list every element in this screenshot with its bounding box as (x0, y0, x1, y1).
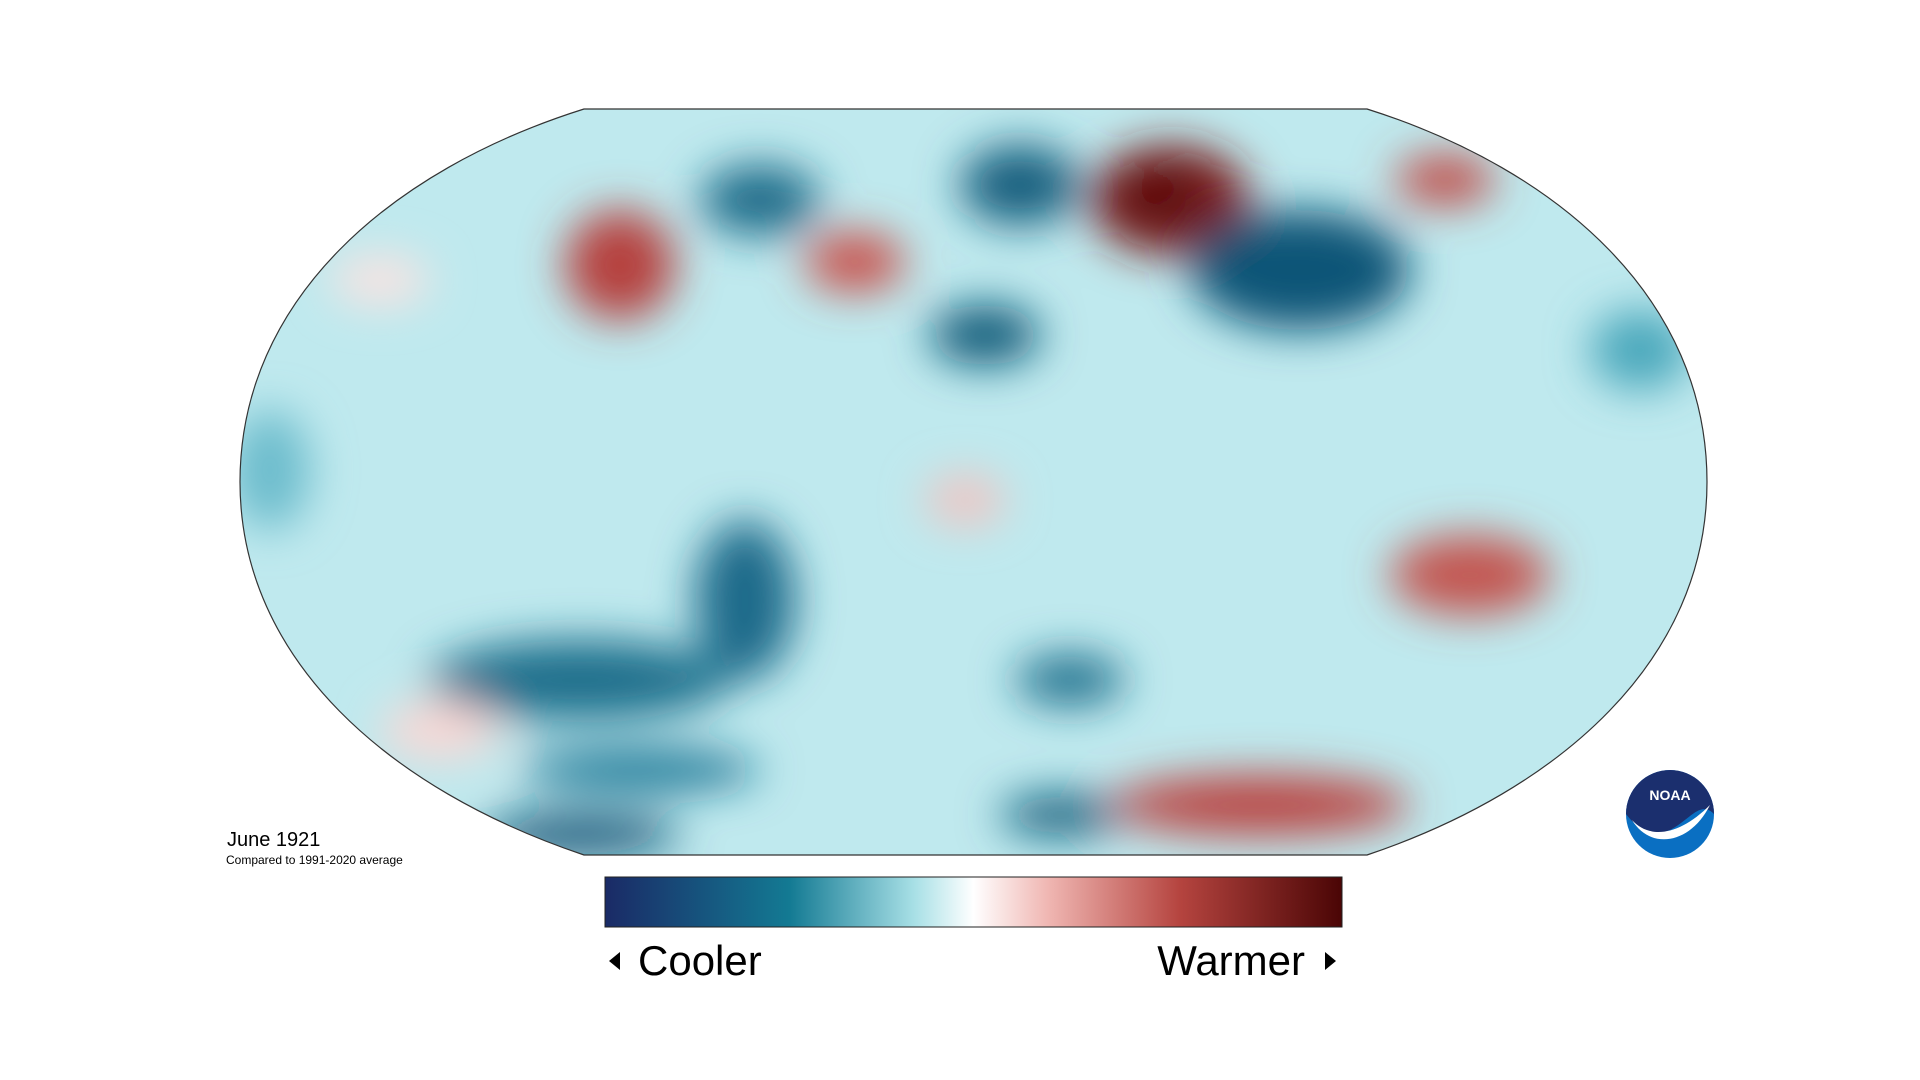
logo-text: NOAA (1649, 787, 1690, 803)
noaa-logo: NOAA (1626, 770, 1714, 858)
map-subtitle: Compared to 1991-2020 average (226, 853, 403, 867)
map-title: June 1921 (227, 829, 320, 851)
color-bar (604, 876, 1343, 928)
cooler-label: Cooler (638, 937, 762, 984)
warmer-arrow (1325, 952, 1336, 970)
map-outline (239, 108, 1708, 856)
anomaly-map (240, 109, 1707, 855)
warmer-label: Warmer (1157, 937, 1305, 984)
cooler-arrow (609, 952, 620, 970)
